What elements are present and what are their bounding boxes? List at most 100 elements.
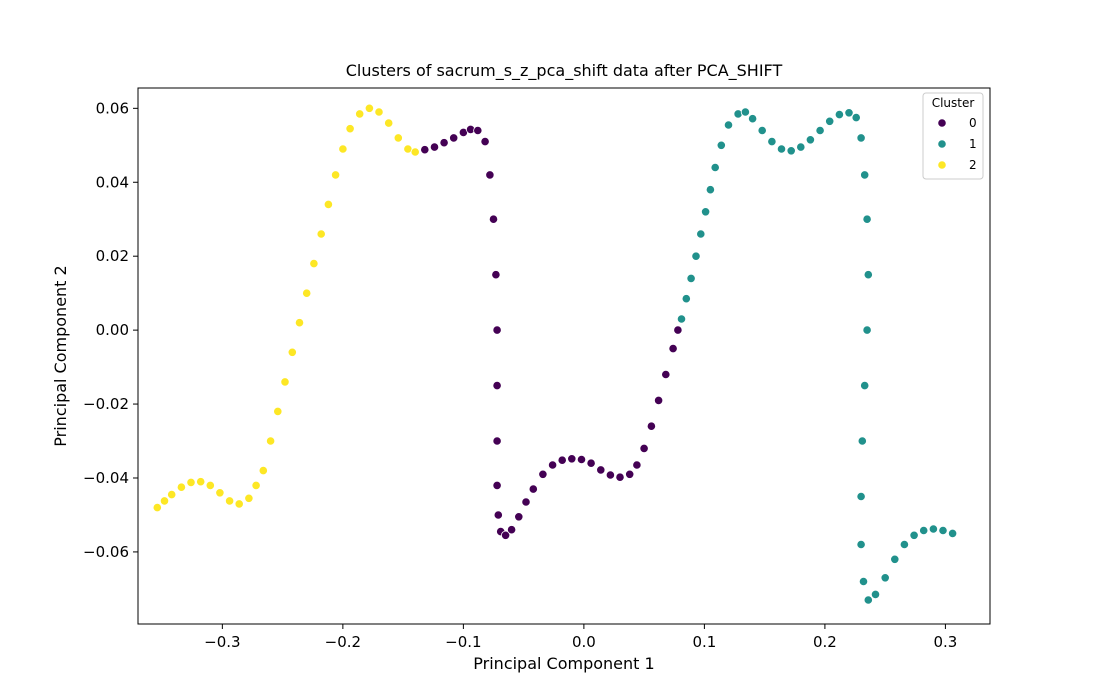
scatter-point-cluster-2 <box>196 477 206 487</box>
scatter-point-cluster-1 <box>691 251 701 261</box>
scatter-point-cluster-1 <box>938 525 948 536</box>
scatter-point-cluster-2 <box>364 103 374 113</box>
scatter-point-cluster-1 <box>747 114 758 124</box>
y-tick-label: −0.02 <box>83 395 129 413</box>
scatter-point-cluster-2 <box>251 480 261 490</box>
scatter-point-cluster-1 <box>860 380 870 391</box>
scatter-point-cluster-1 <box>856 539 866 550</box>
scatter-point-cluster-0 <box>521 497 531 507</box>
scatter-point-cluster-1 <box>796 142 806 152</box>
scatter-point-cluster-1 <box>880 573 890 583</box>
scatter-point-cluster-0 <box>439 138 449 148</box>
scatter-point-cluster-1 <box>862 325 872 335</box>
scatter-point-cluster-1 <box>863 595 873 605</box>
scatter-point-cluster-0 <box>492 380 502 391</box>
scatter-point-cluster-2 <box>355 109 365 119</box>
scatter-point-cluster-2 <box>152 502 162 513</box>
scatter-point-cluster-0 <box>492 436 502 446</box>
scatter-point-cluster-0 <box>661 369 671 380</box>
scatter-point-cluster-0 <box>673 325 683 335</box>
scatter-point-cluster-2 <box>302 288 312 298</box>
scatter-point-cluster-1 <box>856 491 866 502</box>
scatter-point-cluster-2 <box>265 436 276 446</box>
x-tick-label: 0.2 <box>813 633 837 651</box>
scatter-point-cluster-1 <box>909 530 919 540</box>
scatter-point-cluster-1 <box>919 525 929 536</box>
x-axis-label: Principal Component 1 <box>473 654 654 673</box>
x-tick-label: −0.2 <box>325 633 361 651</box>
legend-frame <box>922 92 984 180</box>
scatter-point-cluster-2 <box>225 496 235 506</box>
scatter-point-cluster-1 <box>696 229 706 239</box>
scatter-point-cluster-0 <box>514 512 524 522</box>
x-tick-label: −0.3 <box>204 633 240 651</box>
scatter-point-cluster-1 <box>767 137 777 147</box>
scatter-point-cluster-2 <box>215 488 225 498</box>
scatter-point-cluster-2 <box>294 318 305 328</box>
legend-marker-0 <box>937 118 947 128</box>
scatter-point-cluster-2 <box>244 493 254 503</box>
scatter-point-cluster-2 <box>287 347 297 357</box>
y-tick-label: 0.04 <box>96 173 129 191</box>
scatter-point-cluster-1 <box>844 108 854 118</box>
scatter-point-cluster-2 <box>186 477 196 487</box>
scatter-point-cluster-2 <box>273 406 283 416</box>
scatter-point-cluster-0 <box>547 460 558 470</box>
scatter-point-cluster-1 <box>863 270 873 280</box>
legend-label-0: 0 <box>969 116 977 130</box>
scatter-point-cluster-1 <box>870 589 881 600</box>
scatter-point-cluster-0 <box>668 343 678 354</box>
scatter-point-cluster-1 <box>716 140 726 150</box>
scatter-point-cluster-0 <box>480 137 490 147</box>
y-tick-label: 0.00 <box>96 321 129 339</box>
scatter-point-cluster-0 <box>653 395 664 405</box>
scatter-point-cluster-0 <box>586 458 596 468</box>
scatter-point-cluster-2 <box>330 170 341 180</box>
scatter-point-cluster-1 <box>786 146 796 156</box>
scatter-point-cluster-2 <box>323 199 333 209</box>
scatter-point-cluster-1 <box>723 120 734 130</box>
scatter-point-cluster-2 <box>384 118 394 128</box>
scatter-point-cluster-1 <box>899 539 910 550</box>
scatter-point-cluster-1 <box>686 273 696 283</box>
scatter-point-cluster-1 <box>862 214 872 224</box>
scatter-point-cluster-2 <box>205 480 215 490</box>
scatter-point-cluster-0 <box>429 142 440 152</box>
scatter-point-cluster-1 <box>805 135 816 145</box>
y-tick-label: −0.04 <box>83 469 129 487</box>
y-tick-label: −0.06 <box>83 543 129 561</box>
scatter-point-cluster-0 <box>557 455 567 465</box>
legend-marker-2 <box>937 160 947 170</box>
scatter-point-cluster-2 <box>345 124 355 134</box>
scatter-point-cluster-2 <box>410 147 420 157</box>
x-tick-label: 0.1 <box>692 633 716 651</box>
scatter-point-cluster-2 <box>338 144 348 154</box>
x-tick-label: −0.1 <box>445 633 481 651</box>
scatter-point-cluster-1 <box>928 524 939 534</box>
scatter-point-cluster-1 <box>851 113 861 123</box>
scatter-point-cluster-1 <box>710 162 720 173</box>
scatter-point-cluster-0 <box>491 270 501 280</box>
legend-title: Cluster <box>932 96 975 110</box>
scatter-point-cluster-0 <box>485 170 495 180</box>
scatter-point-cluster-2 <box>316 229 326 239</box>
scatter-point-cluster-1 <box>825 116 835 126</box>
scatter-point-cluster-0 <box>500 530 511 540</box>
scatter-point-cluster-0 <box>473 125 483 136</box>
chart-title: Clusters of sacrum_s_z_pca_shift data af… <box>346 61 783 81</box>
scatter-point-cluster-2 <box>280 377 290 387</box>
scatter-point-cluster-0 <box>615 472 625 482</box>
legend-label-2: 2 <box>969 158 977 172</box>
scatter-point-cluster-0 <box>538 469 548 479</box>
scatter-point-cluster-2 <box>393 133 403 143</box>
scatter-point-cluster-1 <box>681 294 691 304</box>
scatter-point-cluster-1 <box>705 185 716 195</box>
scatter-point-cluster-0 <box>492 325 502 335</box>
legend-marker-1 <box>937 139 947 149</box>
scatter-point-cluster-0 <box>488 214 499 224</box>
legend-label-1: 1 <box>969 137 977 151</box>
scatter-point-cluster-2 <box>159 496 170 506</box>
scatter-point-cluster-1 <box>700 207 711 217</box>
scatter-point-cluster-0 <box>492 480 502 490</box>
